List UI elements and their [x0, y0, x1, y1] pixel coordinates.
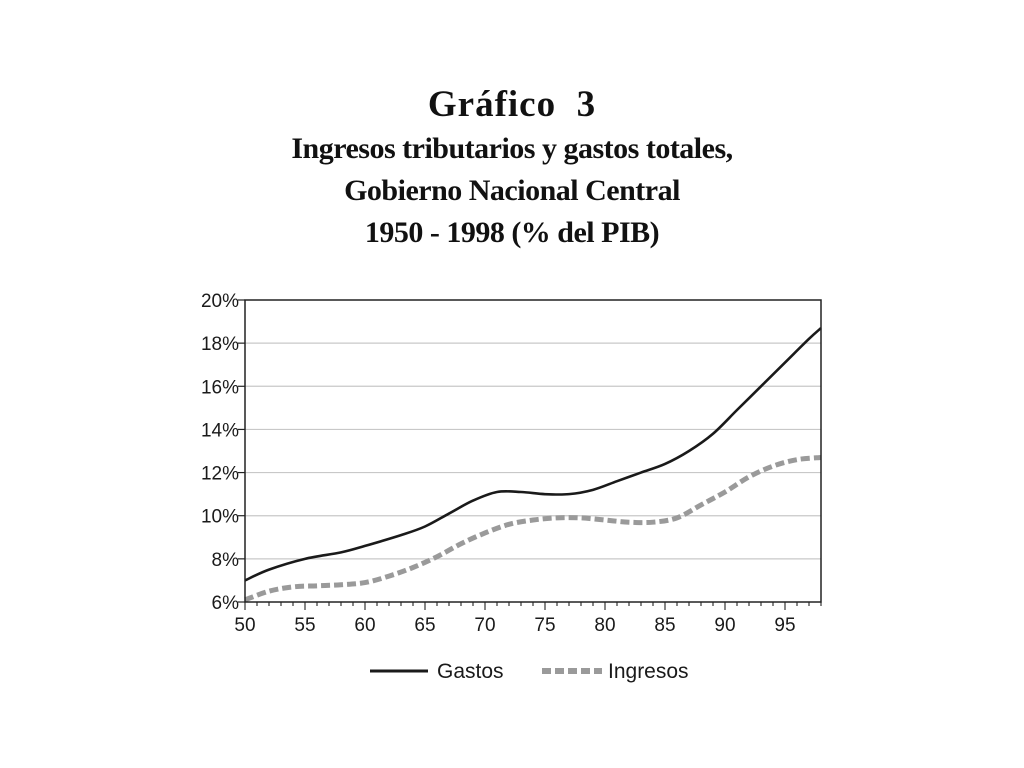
- chart-subtitle-line-3: 1950 - 1998 (% del PIB): [364, 216, 660, 249]
- series-line-gastos: [244, 327, 822, 582]
- chart-subtitle-line-2: Gobierno Nacional Central: [344, 174, 680, 207]
- legend-label-ingresos: Ingresos: [608, 660, 689, 683]
- x-tick-label: 70: [474, 615, 495, 636]
- x-tick-label: 65: [414, 615, 435, 636]
- x-tick-label: 85: [654, 615, 675, 636]
- y-tick-label: 6%: [212, 593, 240, 614]
- x-tick-label: 60: [354, 615, 375, 636]
- y-tick-label: 12%: [201, 464, 239, 485]
- y-tick-label: 16%: [201, 377, 239, 398]
- chart-title: Gráfico 3: [427, 84, 597, 125]
- legend-label-gastos: Gastos: [437, 660, 504, 683]
- x-tick-label: 80: [594, 615, 615, 636]
- chart-title-block: Gráfico 3 Ingresos tributarios y gastos …: [0, 82, 1024, 254]
- x-tick-label: 55: [294, 615, 315, 636]
- series-line-ingresos: [244, 454, 822, 603]
- x-tick-label: 75: [534, 615, 555, 636]
- y-tick-label: 8%: [212, 550, 240, 571]
- chart-subtitle-line-1: Ingresos tributarios y gastos totales,: [291, 132, 733, 165]
- x-tick-label: 95: [774, 615, 795, 636]
- series-lines: [244, 327, 822, 603]
- y-tick-label: 10%: [201, 507, 239, 528]
- x-tick-label: 50: [234, 615, 255, 636]
- y-tick-label: 18%: [201, 334, 239, 355]
- legend: Gastos Ingresos: [370, 660, 689, 683]
- y-axis-ticks: 6% 8% 10% 12% 14% 16% 18% 20%: [201, 291, 245, 614]
- y-tick-label: 14%: [201, 420, 239, 441]
- grid-lines: [245, 342, 821, 560]
- x-tick-label: 90: [714, 615, 735, 636]
- y-tick-label: 20%: [201, 291, 239, 312]
- plot-frame: [244, 299, 822, 603]
- x-axis-ticks: 50 55 60 65 70 75 80 85 90 95: [234, 602, 822, 636]
